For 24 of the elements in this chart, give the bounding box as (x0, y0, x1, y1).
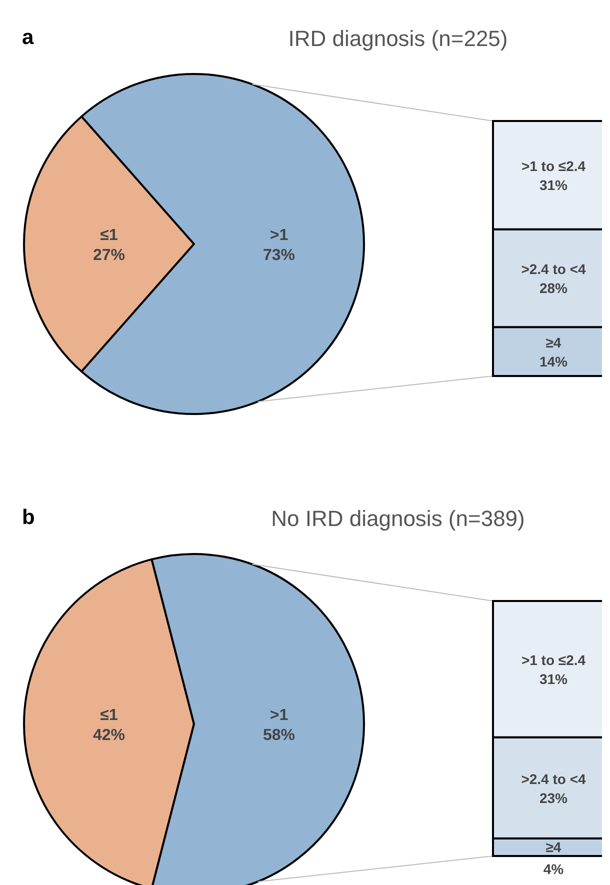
data-label: 31% (539, 671, 568, 688)
series-label: >1 to ≤2.4 (521, 158, 586, 174)
slice-label: >1 (270, 227, 288, 244)
data-label: 58% (262, 727, 296, 744)
text: b (22, 506, 35, 529)
chart-title: IRD diagnosis (n=225) (288, 26, 508, 51)
series-label: ≥4 (546, 839, 562, 856)
data-label: 27% (92, 247, 126, 264)
data-label: 4% (543, 861, 564, 877)
text: a (22, 26, 34, 49)
series-label: >2.4 to <4 (521, 770, 586, 787)
slice-label: ≤1 (100, 707, 118, 724)
data-label: 31% (539, 177, 568, 194)
data-label: 23% (539, 790, 568, 806)
slice-label: ≤1 (100, 227, 118, 244)
data-label: 14% (539, 354, 568, 370)
slice-label: >1 (270, 707, 288, 724)
series-label: >2.4 to <4 (521, 261, 586, 278)
data-label: 42% (92, 727, 126, 744)
series-label: >1 to ≤2.4 (521, 652, 586, 668)
chart-title: No IRD diagnosis (n=389) (271, 506, 525, 531)
data-label: 28% (539, 280, 568, 296)
series-label: ≥4 (546, 334, 562, 351)
data-label: 73% (262, 247, 296, 264)
